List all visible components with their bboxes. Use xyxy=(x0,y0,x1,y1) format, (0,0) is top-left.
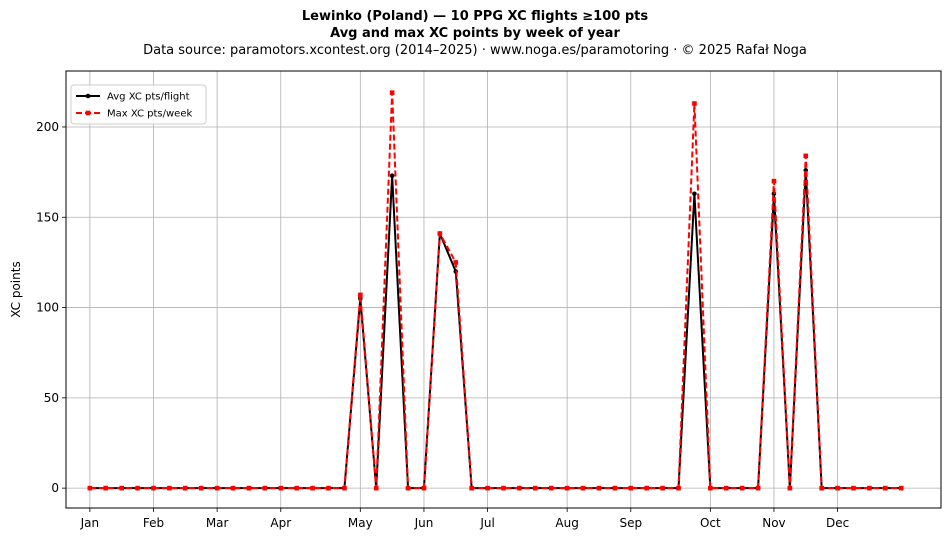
y-tick-label: 200 xyxy=(36,120,59,134)
legend-entry: Max XC pts/week xyxy=(107,109,192,120)
data-point xyxy=(135,485,140,491)
data-point xyxy=(517,485,522,491)
data-point xyxy=(230,485,236,491)
legend-entry: Avg XC pts/flight xyxy=(107,92,190,103)
data-point xyxy=(867,485,872,491)
x-tick-label: Nov xyxy=(762,516,785,530)
data-point xyxy=(389,90,395,95)
series-line xyxy=(89,91,902,490)
x-axis: Jan Feb Mar Apr May Jun Jul Aug Sep Oct Nov Dec xyxy=(80,508,849,530)
data-point xyxy=(692,101,697,106)
data-point xyxy=(787,485,793,491)
grid xyxy=(66,71,941,508)
x-tick-label: Jun xyxy=(414,516,434,530)
data-point xyxy=(437,231,443,236)
data-point xyxy=(548,485,554,491)
x-tick-label: Aug xyxy=(555,516,578,530)
x-tick-label: Mar xyxy=(206,516,229,530)
data-point xyxy=(644,485,649,491)
series-avg xyxy=(87,168,904,491)
chart-source: Data source: paramotors.xcontest.org (20… xyxy=(143,43,807,58)
data-point xyxy=(151,485,156,491)
data-point xyxy=(310,485,315,491)
data-point xyxy=(851,485,856,491)
data-point xyxy=(755,485,761,491)
x-tick-label: Feb xyxy=(143,516,164,530)
y-axis-label: XC points xyxy=(9,261,23,317)
data-point xyxy=(883,485,888,491)
data-point xyxy=(628,485,634,491)
data-point xyxy=(469,485,474,491)
x-tick-label: Oct xyxy=(700,516,721,530)
data-point xyxy=(819,485,824,491)
data-point xyxy=(898,485,904,491)
x-tick-label: Jul xyxy=(479,516,494,530)
data-point xyxy=(103,485,109,491)
data-point xyxy=(294,485,299,491)
data-point xyxy=(692,191,697,197)
chart-titles: Lewinko (Poland) — 10 PPG XC flights ≥10… xyxy=(0,8,950,59)
x-tick-label: May xyxy=(348,516,373,530)
x-tick-label: Sep xyxy=(619,516,642,530)
legend: Avg XC pts/flight Max XC pts/week xyxy=(70,84,207,125)
data-point xyxy=(262,485,268,491)
data-point xyxy=(485,485,490,491)
x-tick-label: Apr xyxy=(270,516,291,530)
chart-title: Lewinko (Poland) — 10 PPG XC flights ≥10… xyxy=(301,9,649,24)
data-point xyxy=(723,485,729,491)
y-tick-label: 0 xyxy=(51,481,59,495)
data-point xyxy=(326,485,331,491)
data-point xyxy=(405,485,411,491)
data-point xyxy=(87,485,93,491)
legend-marker xyxy=(85,110,91,116)
data-point xyxy=(835,485,840,491)
legend-marker xyxy=(85,93,91,99)
data-point xyxy=(676,485,681,491)
data-point xyxy=(342,485,347,491)
plot-frame xyxy=(65,70,942,509)
data-point xyxy=(564,485,570,491)
data-point xyxy=(278,485,284,491)
x-tick-label: Dec xyxy=(826,516,849,530)
chart-subtitle: Avg and max XC points by week of year xyxy=(330,26,620,41)
data-point xyxy=(803,153,809,159)
data-point xyxy=(660,485,665,491)
series-line xyxy=(89,169,902,490)
x-tick-label: Jan xyxy=(80,516,100,530)
data-point xyxy=(214,485,220,491)
data-point xyxy=(198,485,204,491)
y-tick-label: 150 xyxy=(36,210,59,224)
data-point xyxy=(358,292,363,298)
data-point xyxy=(246,485,252,491)
data-point xyxy=(421,485,427,491)
data-point xyxy=(612,485,618,491)
data-point xyxy=(167,485,172,491)
data-point xyxy=(771,178,777,184)
data-point xyxy=(533,485,538,491)
data-point xyxy=(580,485,586,491)
series-group xyxy=(87,90,904,491)
data-point xyxy=(739,485,745,491)
y-tick-label: 100 xyxy=(36,301,59,315)
data-point xyxy=(119,485,124,491)
series-max xyxy=(87,90,904,491)
data-point xyxy=(708,485,713,491)
data-point xyxy=(373,485,379,491)
y-axis: 0 50 100 150 200 xyxy=(36,120,66,495)
data-point xyxy=(501,485,506,491)
data-point xyxy=(183,485,188,491)
data-point xyxy=(389,173,395,179)
y-tick-label: 50 xyxy=(44,391,59,405)
data-point xyxy=(596,485,602,491)
legend-box xyxy=(70,84,207,125)
data-point xyxy=(453,260,459,265)
